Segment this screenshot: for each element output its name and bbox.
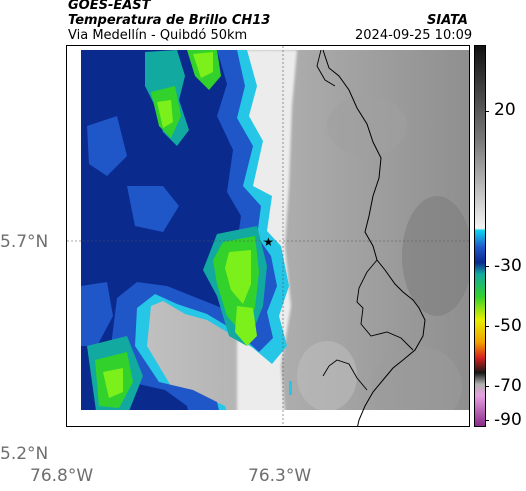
ytick-5.2N: 5.2°N xyxy=(0,444,49,464)
country-border xyxy=(322,49,426,426)
cbar-label-m90: -90 xyxy=(494,410,522,430)
cbar-tickmark-m50 xyxy=(485,326,489,327)
colorbar xyxy=(474,45,486,427)
colorbar-gradient xyxy=(475,46,485,426)
product-name: GOES-EAST xyxy=(68,0,151,13)
cbar-label-20: 20 xyxy=(494,100,516,120)
satellite-map: ★ xyxy=(66,45,470,427)
xtick-76.3W: 76.3°W xyxy=(248,466,312,486)
cbar-label-m70: -70 xyxy=(494,376,522,396)
cbar-label-m50: -50 xyxy=(494,316,522,336)
map-title: Temperatura de Brillo CH13 xyxy=(68,13,271,28)
cbar-tickmark-m30 xyxy=(485,266,489,267)
xtick-76.8W: 76.8°W xyxy=(30,466,94,486)
cbar-label-m30: -30 xyxy=(494,256,522,276)
cbar-tickmark-m90 xyxy=(485,420,489,421)
star-marker: ★ xyxy=(263,235,274,249)
cbar-tickmark-m70 xyxy=(485,386,489,387)
satellite-imagery: ★ xyxy=(67,46,469,426)
cbar-tickmark-20 xyxy=(485,111,489,112)
timestamp: 2024-09-25 10:09 xyxy=(355,28,473,43)
cloud-dark-blue xyxy=(81,50,257,426)
ytick-5.7N: 5.7°N xyxy=(0,232,49,252)
org-name: SIATA xyxy=(427,13,468,28)
map-subtitle: Via Medellín - Quibdó 50km xyxy=(68,28,248,43)
